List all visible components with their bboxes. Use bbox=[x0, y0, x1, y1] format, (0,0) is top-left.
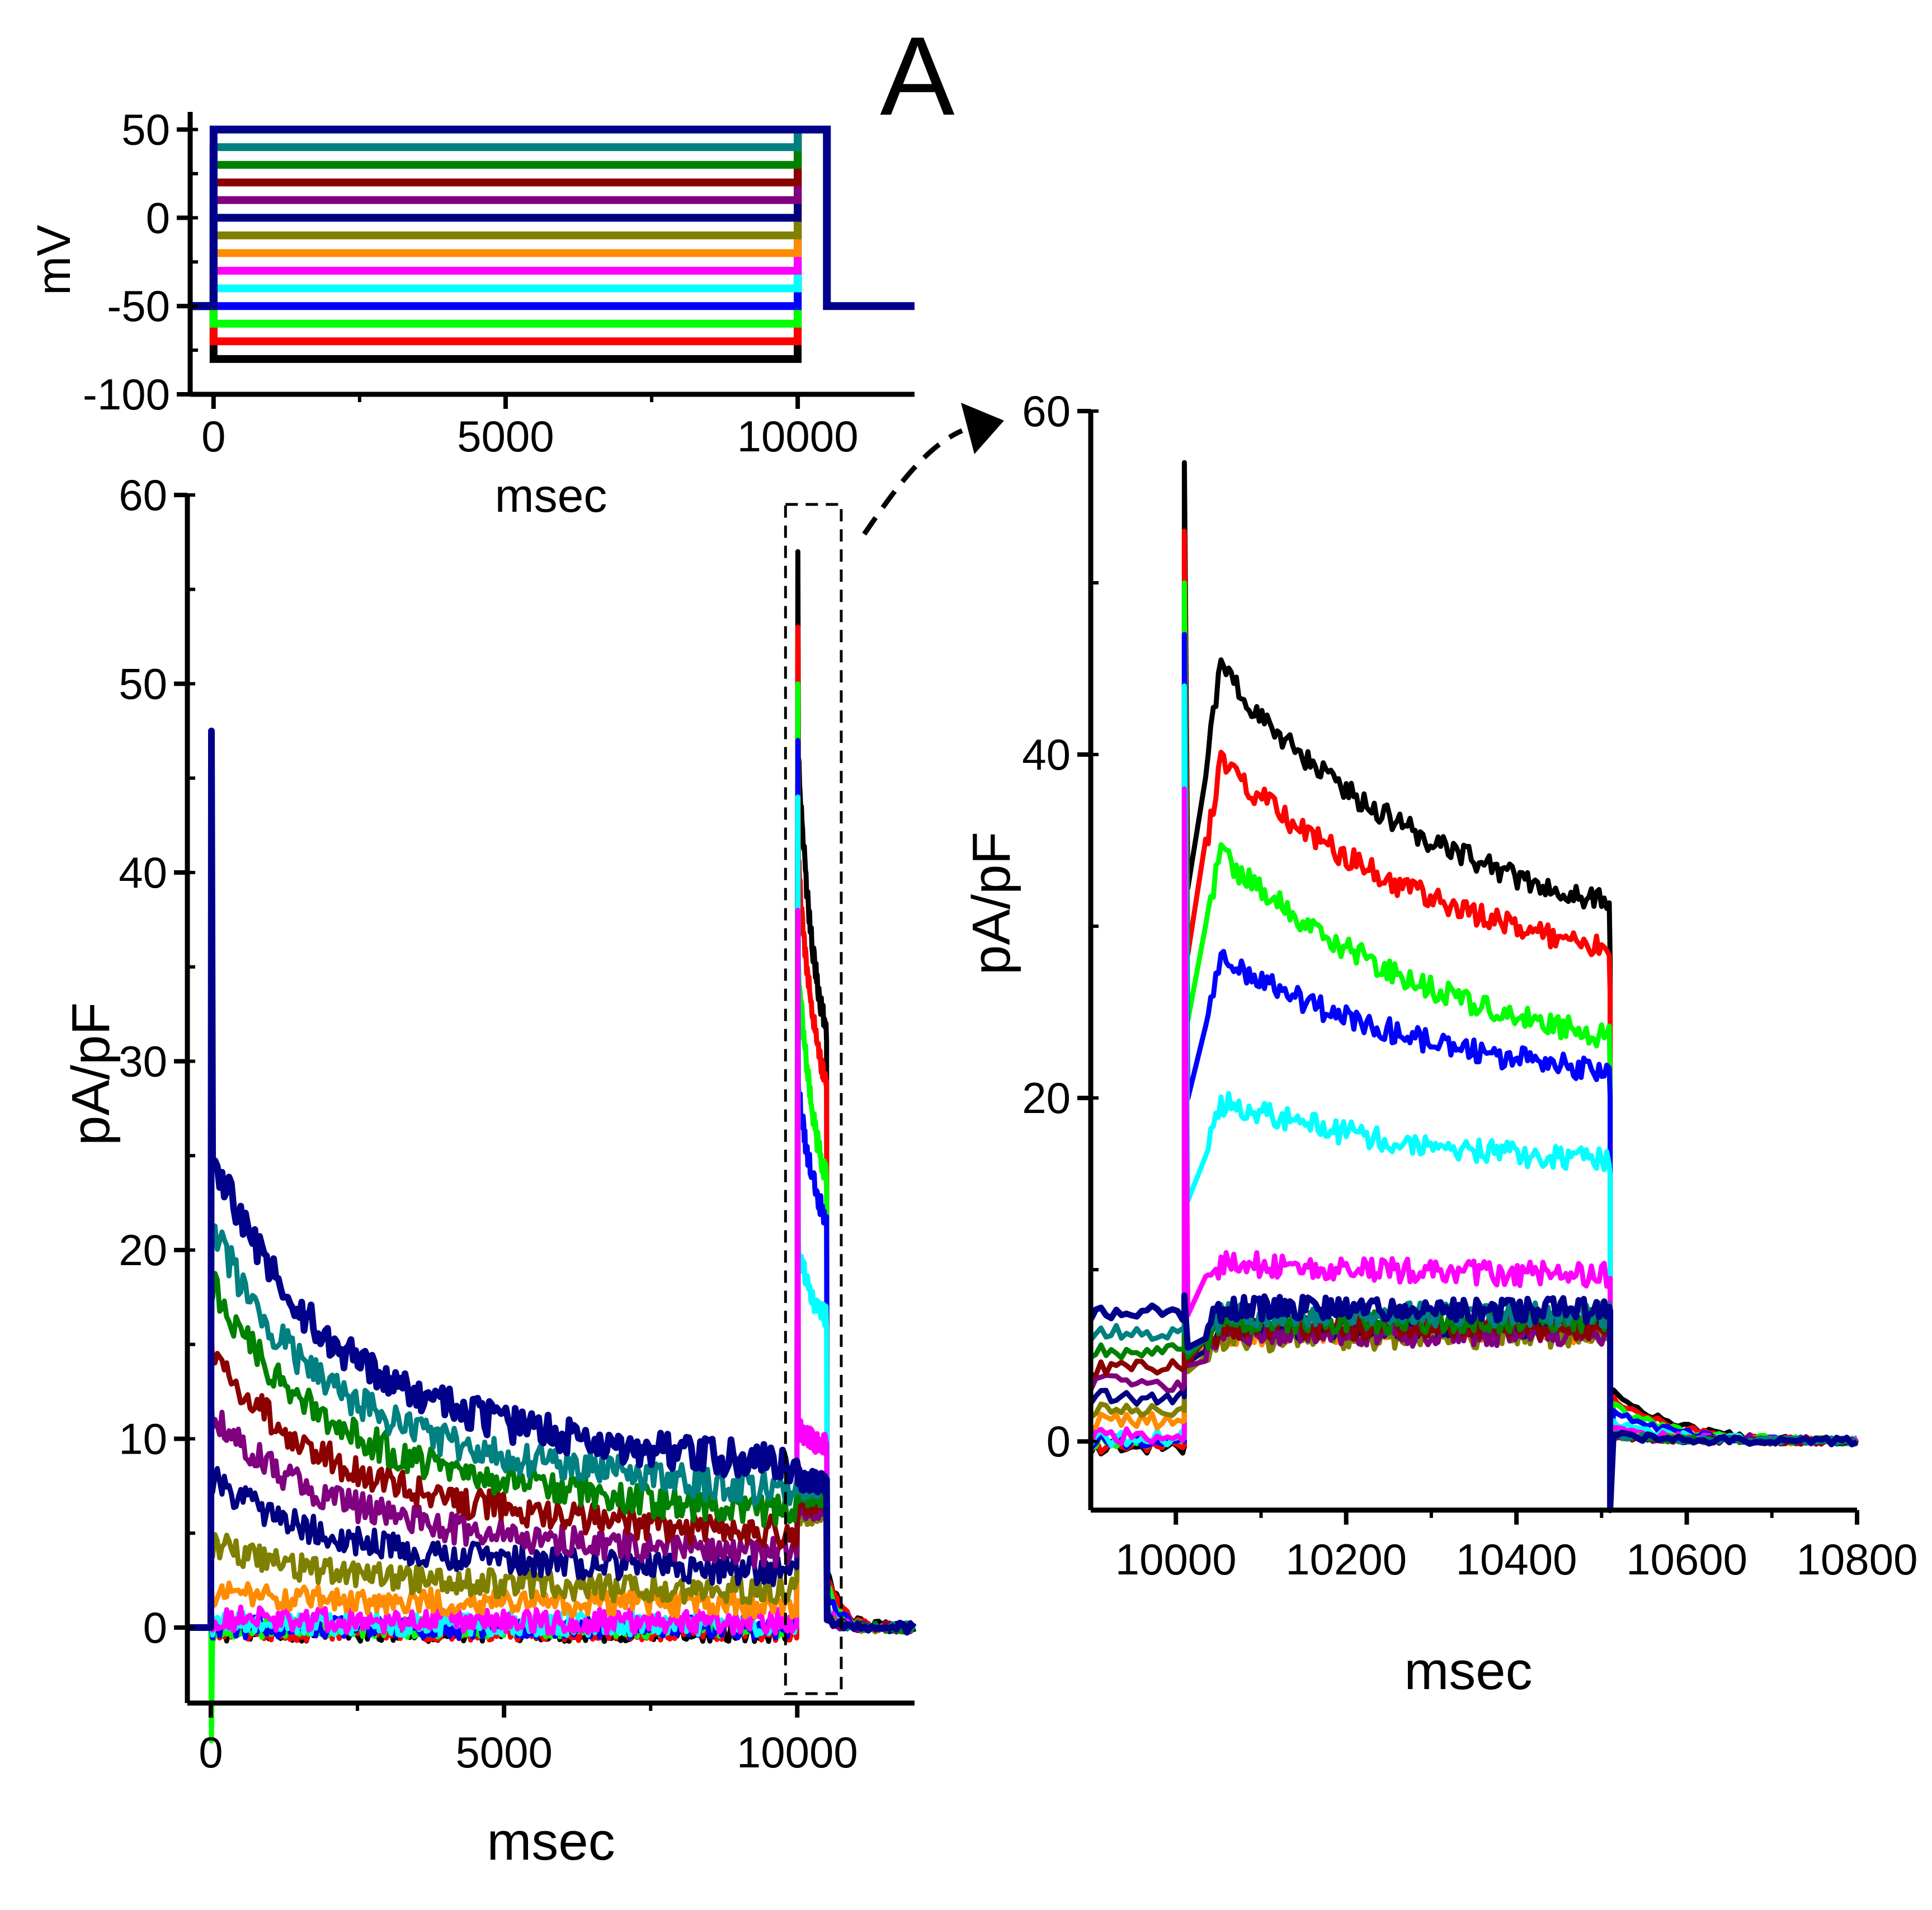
y-tick-label: 40 bbox=[1022, 730, 1071, 779]
x-tick-label: 10200 bbox=[1285, 1535, 1407, 1584]
x-tick-label: 10000 bbox=[737, 412, 859, 461]
current-y-axis-label: pA/pF bbox=[61, 1002, 121, 1145]
y-tick-label: 50 bbox=[119, 659, 167, 709]
zoomed-tail-current-chart: 10000 10200 10400 10600 10800 0 20 40 60 pA/pF m… bbox=[962, 386, 1917, 1701]
protocol-trace--60mV bbox=[190, 129, 802, 328]
x-tick-label: 0 bbox=[201, 412, 225, 461]
protocol-axes: 0 5000 10000 -100 -50 0 50 bbox=[83, 105, 915, 461]
x-tick-label: 10600 bbox=[1626, 1535, 1747, 1584]
y-tick-label: 20 bbox=[119, 1225, 167, 1275]
panel-label: A bbox=[880, 14, 955, 139]
current-trace--50mV bbox=[187, 738, 917, 1641]
x-tick-label: 10800 bbox=[1797, 1535, 1918, 1584]
current-traces bbox=[187, 549, 917, 1743]
current-axes: 0 5000 10000 0 10 20 30 40 50 60 bbox=[119, 470, 915, 1777]
current-trace--30mV bbox=[187, 908, 915, 1636]
y-tick-label: 10 bbox=[119, 1414, 167, 1464]
y-tick-label: 40 bbox=[119, 848, 167, 897]
zoom-y-axis-label: pA/pF bbox=[962, 832, 1021, 975]
zoom-trace--30mV bbox=[1088, 786, 1859, 1513]
zoom-region-box bbox=[784, 503, 843, 1695]
protocol-traces bbox=[190, 125, 915, 363]
zoom-trace-50mV bbox=[1088, 1292, 1859, 1513]
x-tick-label: 10000 bbox=[1115, 1535, 1237, 1584]
x-tick-label: 10000 bbox=[737, 1728, 858, 1777]
y-tick-label: -50 bbox=[107, 281, 170, 331]
protocol-x-axis-label: msec bbox=[495, 469, 607, 522]
zoom-axes: 10000 10200 10400 10600 10800 0 20 40 60 bbox=[1022, 386, 1917, 1584]
y-tick-label: 0 bbox=[146, 193, 170, 242]
zoom-traces bbox=[1088, 460, 1859, 1513]
zoom-trace--50mV bbox=[1088, 631, 1859, 1513]
x-tick-label: 5000 bbox=[457, 412, 554, 461]
current-traces-chart: 0 5000 10000 0 10 20 30 40 50 60 pA/pF msec bbox=[61, 470, 917, 1871]
zoom-trace--40mV bbox=[1088, 683, 1858, 1513]
y-tick-label: -100 bbox=[83, 370, 170, 419]
y-tick-label: 60 bbox=[119, 470, 167, 520]
zoom-arrow bbox=[862, 403, 1004, 536]
zoom-x-axis-label: msec bbox=[1404, 1641, 1532, 1701]
voltage-protocol-chart: 0 5000 10000 -100 -50 0 50 mV msec bbox=[27, 105, 915, 522]
current-x-axis-label: msec bbox=[487, 1812, 615, 1871]
zoom-box bbox=[784, 503, 843, 1695]
x-tick-label: 10400 bbox=[1456, 1535, 1577, 1584]
zoom-trace--70mV bbox=[1088, 529, 1858, 1513]
protocol-y-axis-label: mV bbox=[27, 225, 80, 295]
protocol-trace-50mV bbox=[190, 125, 915, 310]
arrowhead-icon bbox=[961, 403, 1004, 454]
y-tick-label: 50 bbox=[121, 105, 170, 154]
x-tick-label: 0 bbox=[199, 1728, 223, 1777]
y-tick-label: 30 bbox=[119, 1037, 167, 1086]
y-tick-label: 60 bbox=[1022, 386, 1071, 436]
x-tick-label: 5000 bbox=[455, 1728, 553, 1777]
current-trace-50mV bbox=[187, 727, 917, 1636]
y-tick-label: 20 bbox=[1022, 1073, 1071, 1123]
protocol-trace-0mV bbox=[190, 129, 802, 310]
y-tick-label: 0 bbox=[1047, 1417, 1071, 1466]
y-tick-label: 0 bbox=[143, 1603, 167, 1652]
